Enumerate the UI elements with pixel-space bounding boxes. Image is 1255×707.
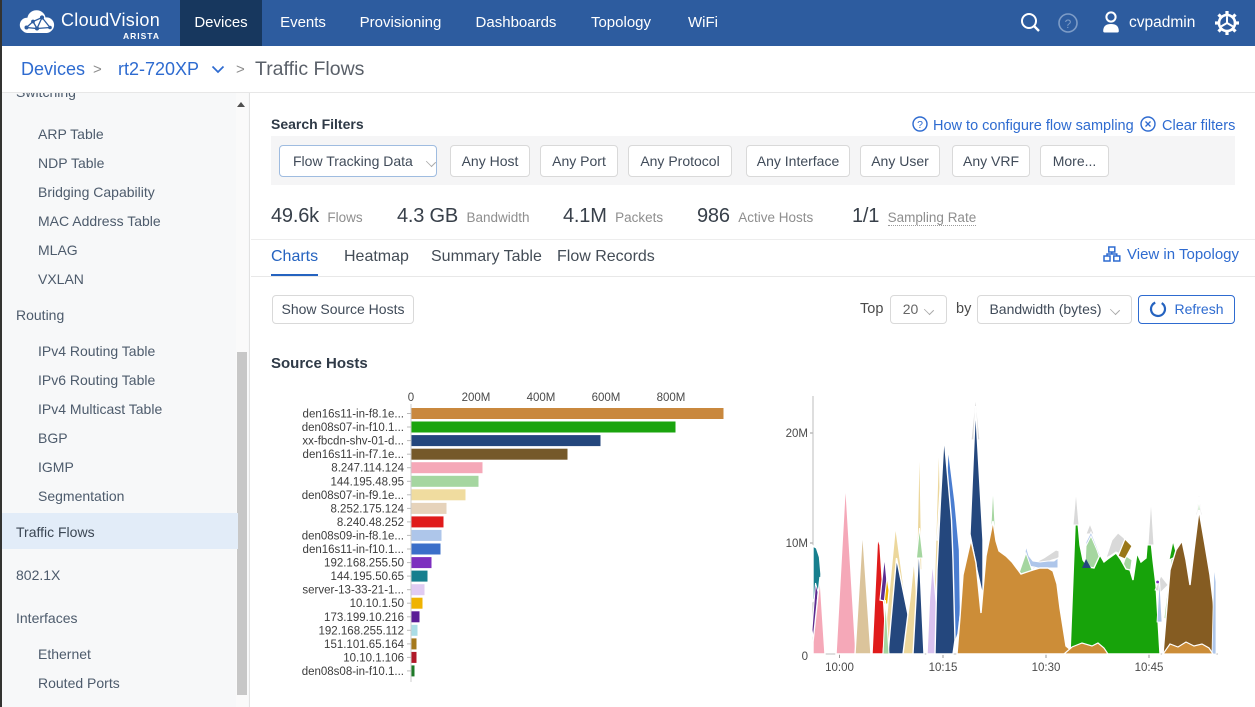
svg-text:151.101.65.164: 151.101.65.164 [324,639,405,651]
svg-text:10:00: 10:00 [825,662,854,674]
svg-text:10:45: 10:45 [1135,662,1164,674]
svg-text:800M: 800M [657,392,686,404]
svg-text:?: ? [917,119,923,131]
svg-text:8.252.175.124: 8.252.175.124 [330,503,404,515]
svg-text:den08s07-in-f9.1e...: den08s07-in-f9.1e... [302,490,404,502]
svg-text:144.195.48.95: 144.195.48.95 [330,476,404,488]
svg-text:0: 0 [408,392,414,404]
svg-text:den16s11-in-f8.1e...: den16s11-in-f8.1e... [303,409,404,421]
svg-text:10:30: 10:30 [1032,662,1061,674]
svg-text:192.168.255.50: 192.168.255.50 [324,558,404,570]
svg-text:10:15: 10:15 [929,662,958,674]
svg-text:den16s11-in-f10.1...: den16s11-in-f10.1... [303,544,404,556]
svg-text:400M: 400M [527,392,556,404]
svg-text:10.10.1.50: 10.10.1.50 [350,598,404,610]
svg-text:10.10.1.106: 10.10.1.106 [343,652,404,664]
svg-text:den16s11-in-f7.1e...: den16s11-in-f7.1e... [303,449,404,461]
svg-text:den08s08-in-f10.1...: den08s08-in-f10.1... [302,666,404,678]
svg-text:173.199.10.216: 173.199.10.216 [324,612,404,624]
svg-text:0: 0 [802,651,808,663]
svg-text:?: ? [1065,17,1072,31]
svg-text:den08s09-in-f8.1e...: den08s09-in-f8.1e... [302,530,404,542]
svg-text:200M: 200M [462,392,491,404]
svg-text:den08s07-in-f10.1...: den08s07-in-f10.1... [302,422,404,434]
svg-text:600M: 600M [592,392,621,404]
svg-text:144.195.50.65: 144.195.50.65 [330,571,404,583]
svg-text:20M: 20M [786,428,808,440]
svg-text:server-13-33-21-1...: server-13-33-21-1... [302,585,404,597]
svg-text:xx-fbcdn-shv-01-d...: xx-fbcdn-shv-01-d... [302,436,404,448]
svg-text:10M: 10M [786,538,808,550]
svg-text:192.168.255.112: 192.168.255.112 [319,625,404,637]
svg-text:8.240.48.252: 8.240.48.252 [337,517,404,529]
svg-text:8.247.114.124: 8.247.114.124 [331,463,404,475]
